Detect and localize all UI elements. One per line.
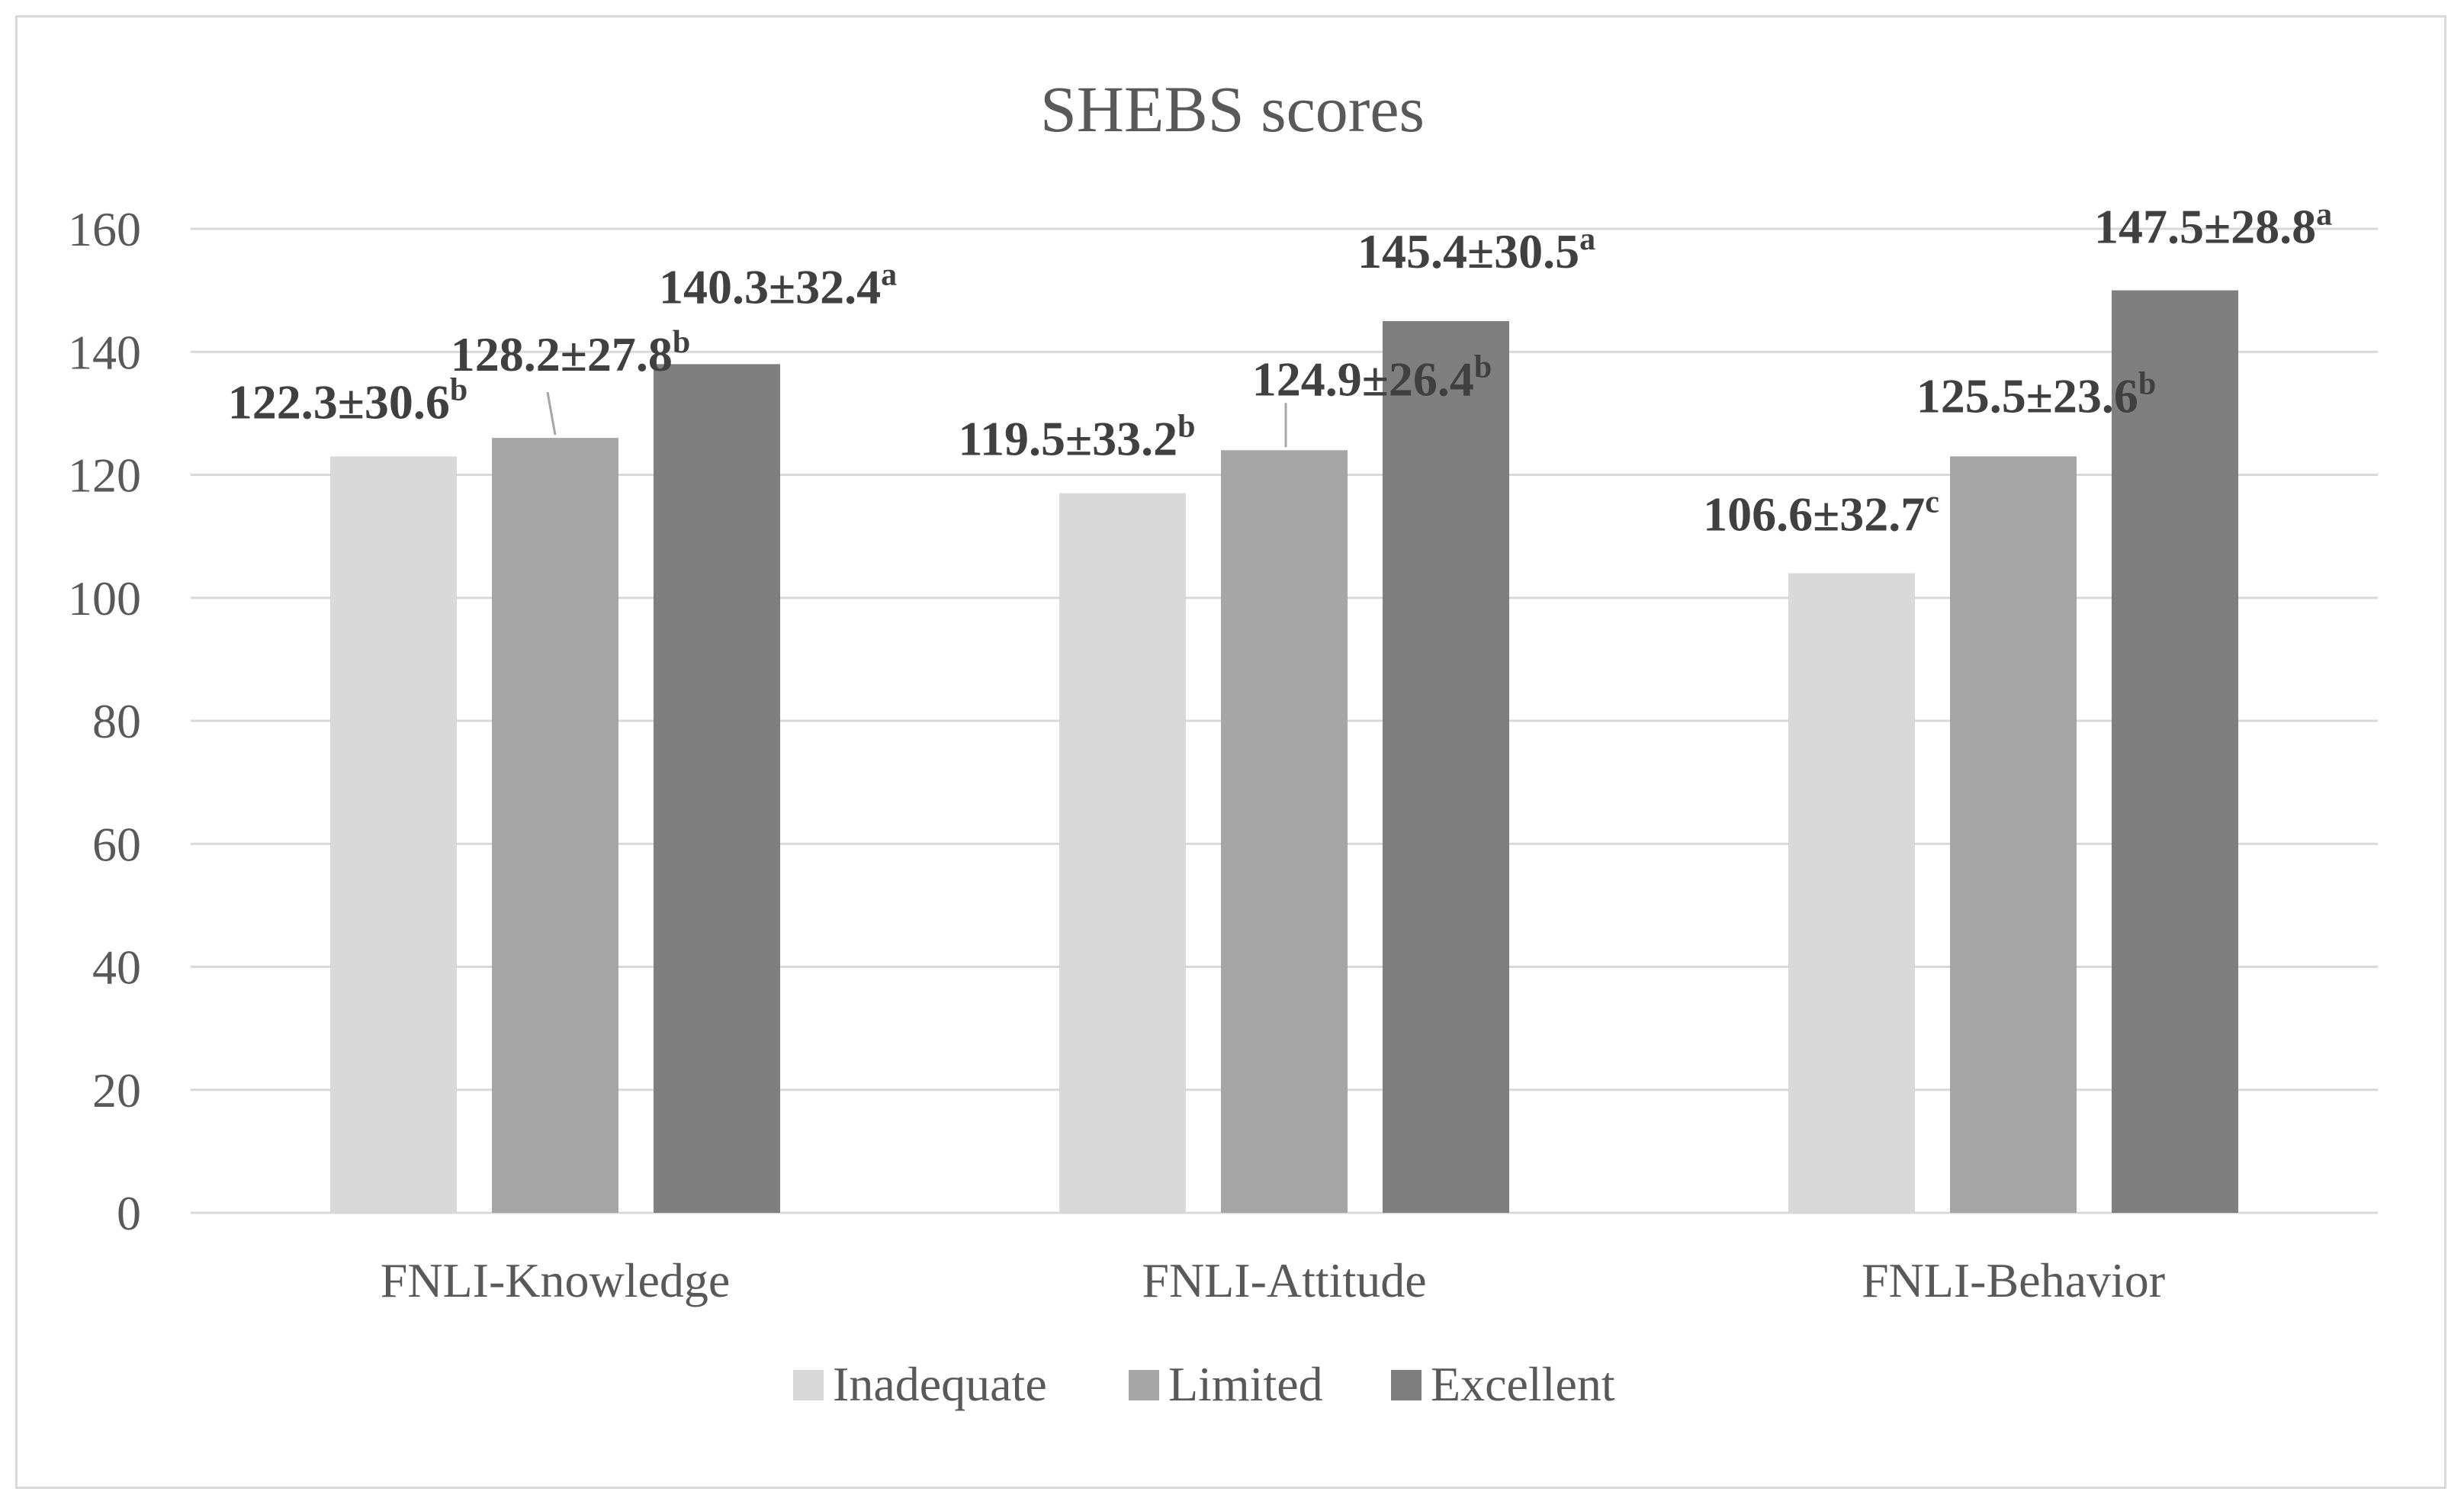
data-label: 128.2±27.8b [451, 325, 690, 381]
data-label: 106.6±32.7c [1703, 485, 1939, 542]
legend-label: Limited [1168, 1357, 1323, 1411]
bar-inadequate-2 [1059, 493, 1186, 1213]
x-category-label: FNLI-Attitude [1142, 1253, 1426, 1307]
data-label: 119.5±33.2b [959, 410, 1196, 466]
bar-inadequate-1 [330, 456, 457, 1213]
y-tick-label: 0 [117, 1186, 141, 1240]
data-label: 125.5±23.6b [1916, 366, 2156, 423]
bar-excellent-2 [1383, 320, 1509, 1213]
data-label: 124.9±26.4b [1252, 349, 1492, 406]
legend-label: Excellent [1431, 1357, 1615, 1411]
leader-lines [546, 391, 1287, 448]
y-tick-label: 80 [92, 694, 141, 748]
bar-limited-3 [1950, 456, 2077, 1213]
y-tick-label: 140 [68, 325, 141, 379]
legend-swatch-limited [1129, 1370, 1159, 1400]
y-tick-label: 120 [68, 449, 141, 503]
x-category-label: FNLI-Knowledge [381, 1253, 731, 1307]
data-label: 147.5±28.8a [2094, 198, 2332, 254]
y-tick-label: 100 [68, 571, 141, 625]
bars [330, 290, 2238, 1213]
x-category-label: FNLI-Behavior [1862, 1253, 2165, 1307]
y-tick-label: 60 [92, 817, 141, 871]
y-tick-label: 40 [92, 940, 141, 995]
data-labels: 122.3±30.6b 119.5±33.2b 106.6±32.7c 128.2±2… [228, 198, 2332, 542]
legend-swatch-inadequate [793, 1370, 824, 1400]
bar-excellent-3 [2112, 290, 2238, 1213]
chart-title: SHEBS scores [1040, 72, 1425, 146]
bar-limited-2 [1221, 450, 1348, 1213]
data-label: 122.3±30.6b [228, 372, 467, 429]
legend-swatch-excellent [1391, 1370, 1422, 1400]
leader-line [546, 391, 557, 436]
bar-inadequate-3 [1788, 573, 1915, 1213]
y-axis-ticks: 0 20 40 60 80 100 120 140 160 [68, 202, 141, 1240]
data-label: 145.4±30.5a [1357, 222, 1595, 278]
bar-limited-1 [492, 438, 618, 1213]
y-tick-label: 20 [92, 1063, 141, 1117]
legend: Inadequate Limited Excellent [793, 1357, 1615, 1411]
bar-excellent-1 [654, 364, 780, 1213]
x-axis-categories: FNLI-Knowledge FNLI-Attitude FNLI-Behavior [381, 1253, 2165, 1307]
legend-label: Inadequate [833, 1357, 1047, 1411]
y-tick-label: 160 [68, 202, 141, 256]
data-label: 140.3±32.4a [659, 257, 897, 313]
